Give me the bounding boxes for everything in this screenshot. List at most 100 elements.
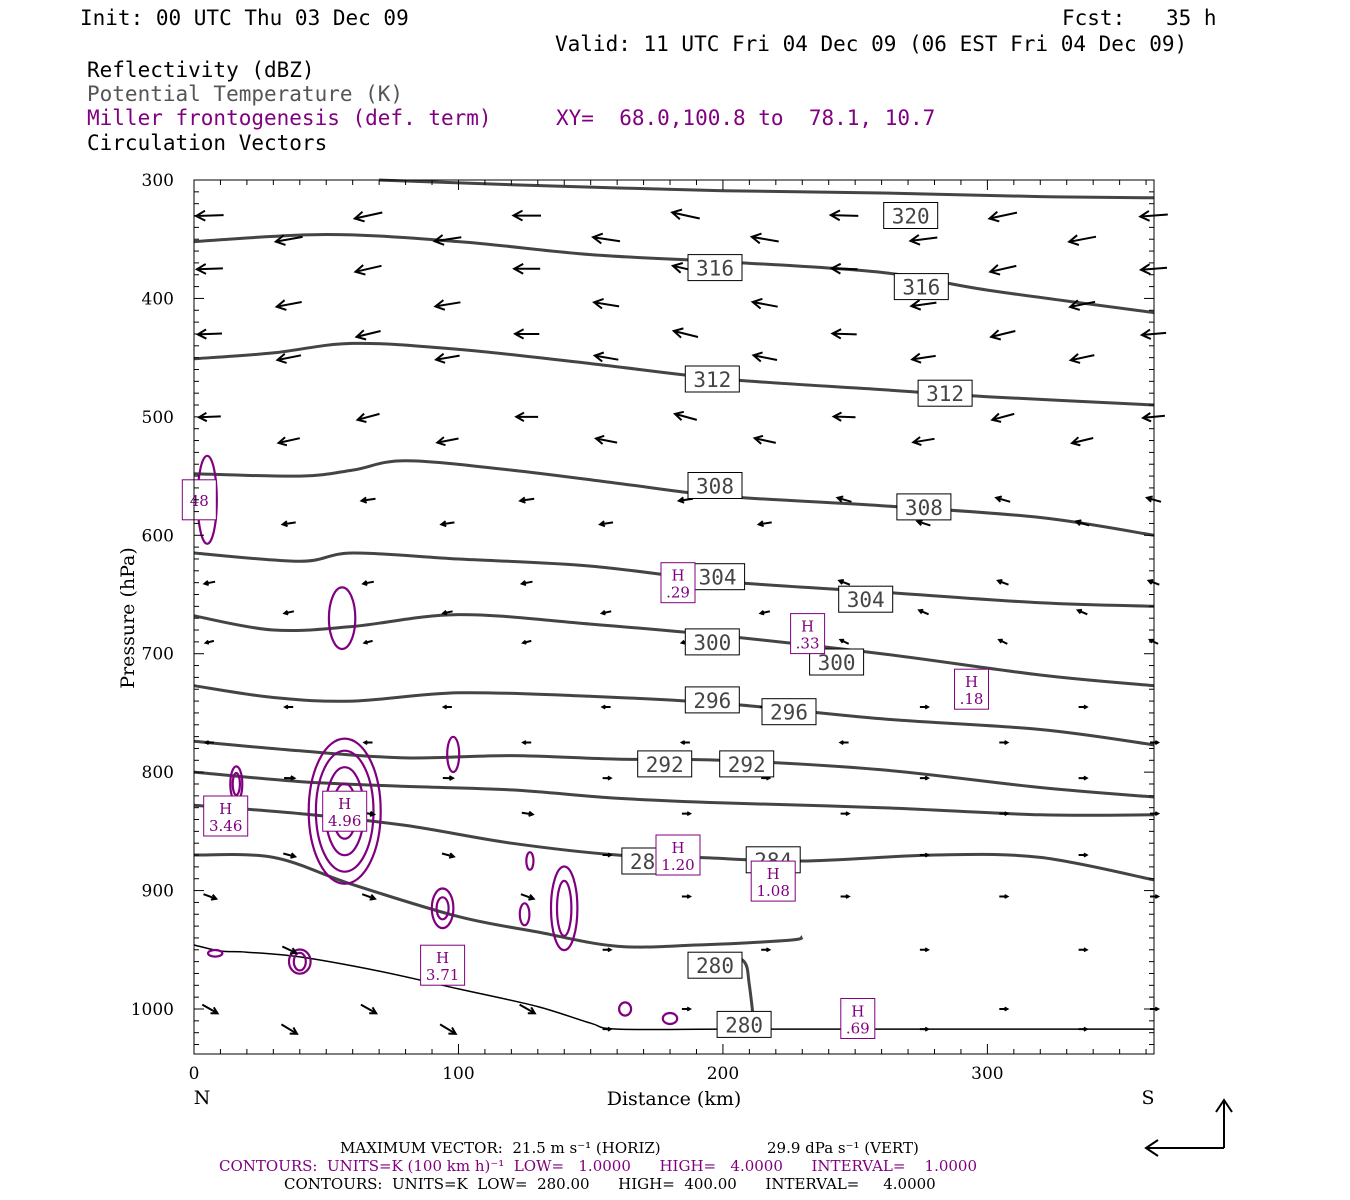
theta-contour-320: [379, 178, 1155, 200]
circulation-vector: [997, 638, 1008, 645]
circulation-vector: [600, 704, 611, 710]
circulation-vector: [840, 811, 851, 816]
frontogenesis-contour: [287, 948, 312, 975]
theta-label: 312: [917, 379, 973, 407]
circulation-vector: [281, 945, 299, 955]
circulation-vector: [283, 852, 298, 859]
theta-label-text: 308: [905, 496, 943, 520]
circulation-vector: [201, 1003, 220, 1015]
circulation-vector: [681, 894, 693, 899]
frontogenesis-contour: [525, 851, 535, 871]
circulation-vector: [1078, 704, 1089, 710]
theta-label-text: 280: [696, 954, 734, 978]
max-letter: H: [767, 865, 780, 883]
max-value: .29: [666, 584, 690, 602]
max-letter: H: [851, 1003, 864, 1021]
theta-label: 292: [719, 750, 775, 778]
circulation-vector: [989, 329, 1016, 341]
circulation-vector: [915, 519, 931, 527]
frontogenesis-contour: [435, 896, 450, 921]
theta-contour-316: [193, 232, 1155, 315]
init-time: Init: 00 UTC Thu 03 Dec 09: [80, 6, 409, 30]
max-value: .18: [960, 690, 984, 708]
theta-label-text: 296: [693, 689, 731, 713]
theta-label-text: 320: [892, 205, 930, 229]
frontogenesis-contour: [314, 749, 375, 873]
y-tick-label: 600: [142, 526, 174, 546]
circulation-vector: [1074, 519, 1090, 527]
frontogenesis-contour: [307, 737, 382, 885]
circulation-vector: [519, 580, 533, 586]
x-axis-right-end: S: [1141, 1087, 1154, 1109]
circulation-vector: [203, 639, 215, 645]
max-letter: H: [436, 949, 449, 967]
circulation-vector: [751, 351, 778, 363]
circulation-vector: [359, 496, 376, 504]
theta-label: 300: [809, 648, 865, 676]
circulation-vector: [593, 434, 618, 445]
circulation-vector: [1078, 947, 1089, 953]
circulation-vector: [840, 894, 851, 899]
circulation-vector: [602, 947, 613, 953]
legend-theta: Potential Temperature (K): [87, 82, 404, 106]
max-value: 4.96: [328, 812, 361, 830]
frontogenesis-max-label: H3.46: [203, 795, 249, 837]
y-tick-label: 400: [142, 289, 174, 309]
legend-frontogenesis: Miller frontogenesis (def. term): [87, 106, 492, 130]
footer-max-vertical: 29.9 dPa s⁻¹ (VERT): [767, 1139, 919, 1157]
y-tick-label: 1000: [131, 1000, 174, 1020]
circulation-vector: [1075, 608, 1088, 616]
theta-label-text: 316: [696, 257, 734, 281]
circulation-vector: [1068, 299, 1096, 311]
circulation-vector: [355, 412, 380, 423]
circulation-vector: [520, 893, 536, 901]
cross-section-endpoints: XY= 68.0,100.8 to 78.1, 10.7: [556, 106, 936, 130]
theta-label-text: 300: [693, 631, 731, 655]
max-letter: H: [671, 567, 684, 585]
circulation-vector: [439, 520, 455, 528]
circulation-vector: [999, 811, 1010, 816]
circulation-vector: [990, 412, 1015, 423]
theta-label: 280: [687, 951, 743, 979]
circulation-vector: [283, 704, 294, 710]
circulation-vector: [919, 775, 930, 781]
frontogenesis-max-label: H1.20: [655, 834, 701, 876]
circulation-vector: [831, 411, 856, 422]
circulation-vector: [837, 579, 851, 586]
circulation-vector: [1078, 852, 1089, 858]
theta-label-text: 304: [847, 588, 885, 612]
circulation-vector: [828, 209, 859, 222]
max-value: 3.46: [209, 817, 242, 835]
circulation-vector: [602, 852, 613, 858]
circulation-vector: [996, 579, 1009, 586]
frontogenesis-max-label: 48: [181, 479, 217, 521]
circulation-vector: [195, 328, 223, 340]
circulation-vector: [442, 775, 455, 781]
circulation-vector: [352, 211, 383, 223]
y-tick-label: 800: [142, 763, 174, 783]
circulation-vector: [829, 262, 858, 275]
circulation-vector: [203, 893, 219, 901]
circulation-vector: [1069, 436, 1094, 447]
frontogenesis-contour: [549, 865, 579, 952]
circulation-vector: [987, 210, 1018, 223]
circulation-vector: [599, 610, 612, 616]
legend-reflectivity: Reflectivity (dBZ): [87, 58, 315, 82]
circulation-vector: [756, 520, 772, 528]
max-value: .69: [846, 1020, 870, 1038]
theta-contour-308: [193, 459, 1155, 537]
y-tick-label: 300: [142, 171, 174, 191]
circulation-vector: [518, 496, 535, 504]
theta-label: 316: [687, 254, 743, 282]
circulation-vector: [1067, 234, 1097, 246]
theta-label-text: 292: [646, 753, 684, 777]
circulation-vector: [1068, 353, 1095, 364]
footer-fgen-contours: CONTOURS: UNITS=K (100 km h)⁻¹ LOW= 1.00…: [219, 1157, 978, 1175]
circulation-vector: [512, 263, 541, 275]
theta-label-text: 316: [902, 276, 940, 300]
circulation-vector: [1078, 1026, 1089, 1032]
x-tick-label: 0: [189, 1064, 200, 1084]
theta-label: 280: [716, 1010, 772, 1038]
frontogenesis-max-label: H.18: [954, 668, 989, 710]
